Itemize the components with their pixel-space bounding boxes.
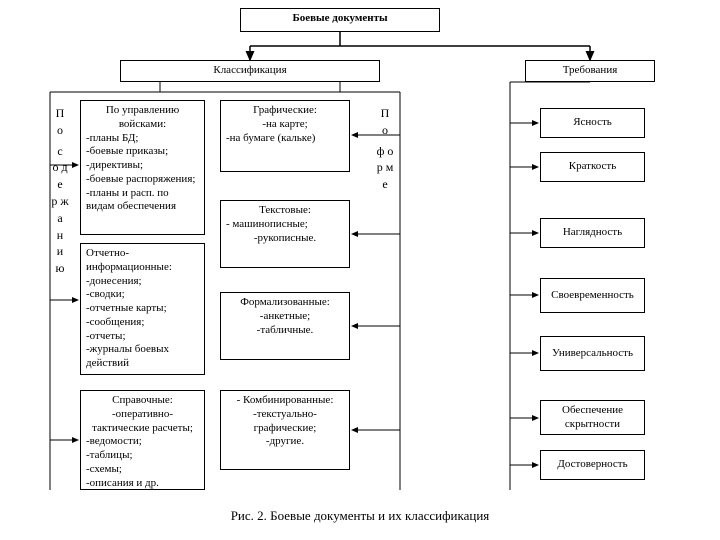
col2-c-head: Формализованные: (226, 296, 344, 310)
list-item: -текстуально-графические; (226, 408, 344, 436)
branch-left-label: Классификация (213, 64, 286, 76)
list-item: -оперативно-тактические расчеты; (86, 408, 199, 436)
list-item: -боевые приказы; (86, 145, 199, 159)
list-item: -отчеты; (86, 330, 199, 344)
req-box: Краткость (540, 152, 645, 182)
req-label: Обеспечение скрытности (546, 404, 639, 432)
list-item: -на бумаге (кальке) (226, 132, 344, 146)
col2-b-head: Текстовые: (226, 204, 344, 218)
col1-a-head: По управлению войсками: (86, 104, 199, 132)
list-item: - машинописные; (226, 218, 344, 232)
req-label: Краткость (569, 160, 617, 174)
list-item: -описания и др. (86, 477, 199, 491)
list-item: -директивы; (86, 159, 199, 173)
col1-box-b: Отчетно-информационные: -донесения; -сво… (80, 243, 205, 375)
list-item: -ведомости; (86, 435, 199, 449)
list-item: -планы и расп. по видам обеспечения (86, 187, 199, 215)
req-box: Обеспечение скрытности (540, 400, 645, 435)
req-label: Универсальность (552, 347, 633, 361)
col2-box-a: Графические: -на карте; -на бумаге (каль… (220, 100, 350, 172)
branch-right-label: Требования (563, 64, 618, 76)
list-item: -сообщения; (86, 316, 199, 330)
col2-box-d: - Комбинированные: -текстуально-графичес… (220, 390, 350, 470)
list-item: -рукописные. (226, 232, 344, 246)
list-item: -схемы; (86, 463, 199, 477)
req-label: Ясность (573, 116, 612, 130)
list-item: -табличные. (226, 324, 344, 338)
col2-d-head: - Комбинированные: (226, 394, 344, 408)
req-label: Наглядность (563, 226, 622, 240)
branch-left: Классификация (120, 60, 380, 82)
col1-box-c: Справочные: -оперативно-тактические расч… (80, 390, 205, 490)
col1-b-head: Отчетно-информационные: (86, 247, 199, 275)
req-box: Универсальность (540, 336, 645, 371)
req-box: Своевременность (540, 278, 645, 313)
list-item: -планы БД; (86, 132, 199, 146)
list-item: -на карте; (226, 118, 344, 132)
diagram-page: Боевые документы Классификация Требовани… (0, 0, 720, 540)
req-box: Наглядность (540, 218, 645, 248)
list-item: -донесения; (86, 275, 199, 289)
figure-caption: Рис. 2. Боевые документы и их классифика… (0, 508, 720, 524)
title-box: Боевые документы (240, 8, 440, 32)
list-item: -анкетные; (226, 310, 344, 324)
col2-box-b: Текстовые: - машинописные; -рукописные. (220, 200, 350, 268)
col1-box-a: По управлению войсками: -планы БД; -боев… (80, 100, 205, 235)
vertical-label-right: Поф ор ме (360, 105, 410, 193)
list-item: -таблицы; (86, 449, 199, 463)
req-label: Своевременность (551, 289, 634, 303)
req-box: Достоверность (540, 450, 645, 480)
list-item: -боевые распоряжения; (86, 173, 199, 187)
title-text: Боевые документы (292, 12, 387, 24)
req-box: Ясность (540, 108, 645, 138)
list-item: -отчетные карты; (86, 302, 199, 316)
col1-c-head: Справочные: (86, 394, 199, 408)
req-label: Достоверность (557, 458, 627, 472)
list-item: -сводки; (86, 288, 199, 302)
col2-a-head: Графические: (226, 104, 344, 118)
branch-right: Требования (525, 60, 655, 82)
col2-box-c: Формализованные: -анкетные; -табличные. (220, 292, 350, 360)
list-item: -другие. (226, 435, 344, 449)
list-item: -журналы боевых действий (86, 343, 199, 371)
